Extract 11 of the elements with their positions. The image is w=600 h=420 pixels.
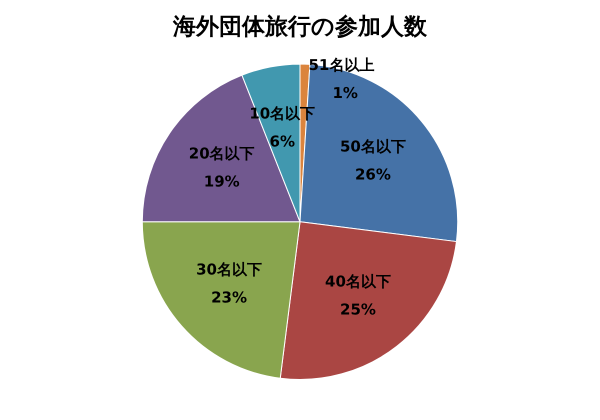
data-label: 6% — [270, 132, 296, 151]
slice-label: 40名以下 — [325, 272, 391, 290]
data-label: 26% — [354, 165, 391, 184]
slice-label: 30名以下 — [196, 260, 262, 278]
slice-label: 20名以下 — [188, 144, 255, 163]
slice-label: 50名以下 — [340, 137, 406, 156]
data-label: 1% — [332, 84, 358, 102]
chart-title: 海外団体旅行の参加人数 — [172, 14, 428, 40]
data-label: 19% — [204, 172, 240, 191]
data-label: 25% — [340, 300, 376, 318]
data-label: 23% — [211, 288, 247, 306]
